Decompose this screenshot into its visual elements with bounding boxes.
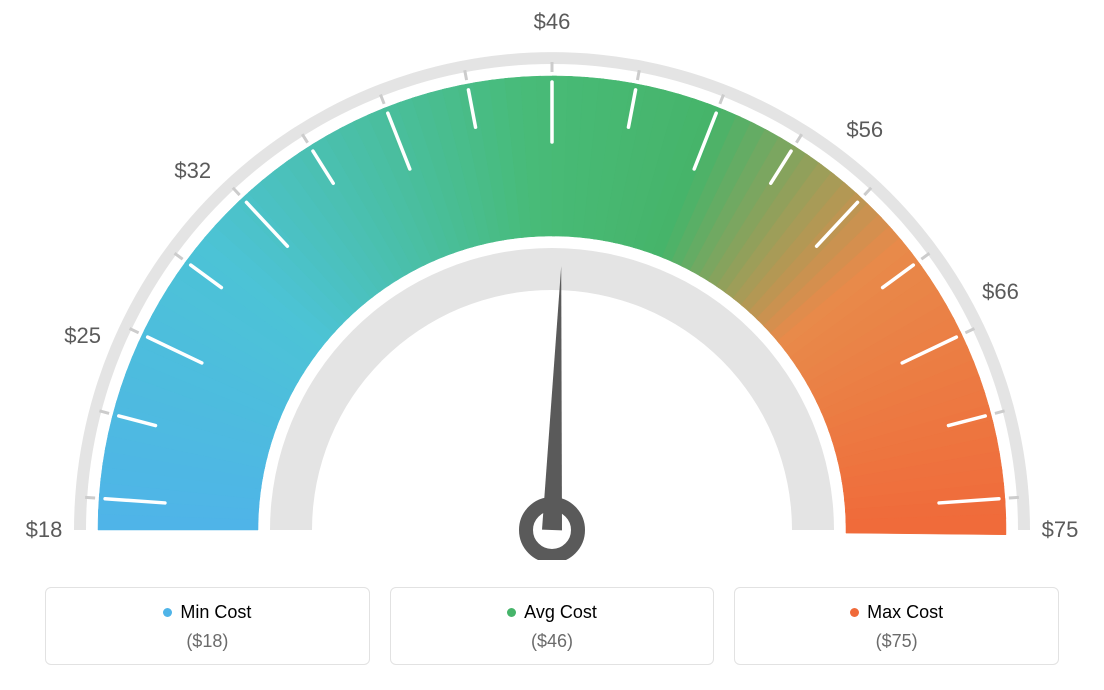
legend-label-min: Min Cost bbox=[180, 602, 251, 623]
gauge-svg bbox=[0, 0, 1104, 560]
legend-card-min: Min Cost ($18) bbox=[45, 587, 370, 665]
gauge-tick-label: $66 bbox=[982, 279, 1019, 305]
dot-icon-min bbox=[163, 608, 172, 617]
cost-gauge-container: $18 $25 $32 $46 $56 $66 $75 Min Cost ($18) Avg… bbox=[0, 0, 1104, 690]
legend-title-avg: Avg Cost bbox=[507, 602, 597, 623]
legend-label-avg: Avg Cost bbox=[524, 602, 597, 623]
legend-card-avg: Avg Cost ($46) bbox=[390, 587, 715, 665]
dot-icon-max bbox=[850, 608, 859, 617]
legend-row: Min Cost ($18) Avg Cost ($46) Max Cost (… bbox=[45, 587, 1059, 665]
legend-title-max: Max Cost bbox=[850, 602, 943, 623]
gauge-tick-label: $46 bbox=[534, 9, 571, 35]
gauge-chart: $18 $25 $32 $46 $56 $66 $75 bbox=[0, 0, 1104, 560]
legend-title-min: Min Cost bbox=[163, 602, 251, 623]
gauge-tick-label: $32 bbox=[174, 158, 211, 184]
dot-icon-avg bbox=[507, 608, 516, 617]
legend-card-max: Max Cost ($75) bbox=[734, 587, 1059, 665]
gauge-tick-label: $56 bbox=[846, 117, 883, 143]
legend-label-max: Max Cost bbox=[867, 602, 943, 623]
legend-value-min: ($18) bbox=[56, 631, 359, 652]
gauge-tick-label: $18 bbox=[26, 517, 63, 543]
legend-value-avg: ($46) bbox=[401, 631, 704, 652]
legend-value-max: ($75) bbox=[745, 631, 1048, 652]
gauge-tick-label: $25 bbox=[64, 323, 101, 349]
gauge-tick-label: $75 bbox=[1042, 517, 1079, 543]
